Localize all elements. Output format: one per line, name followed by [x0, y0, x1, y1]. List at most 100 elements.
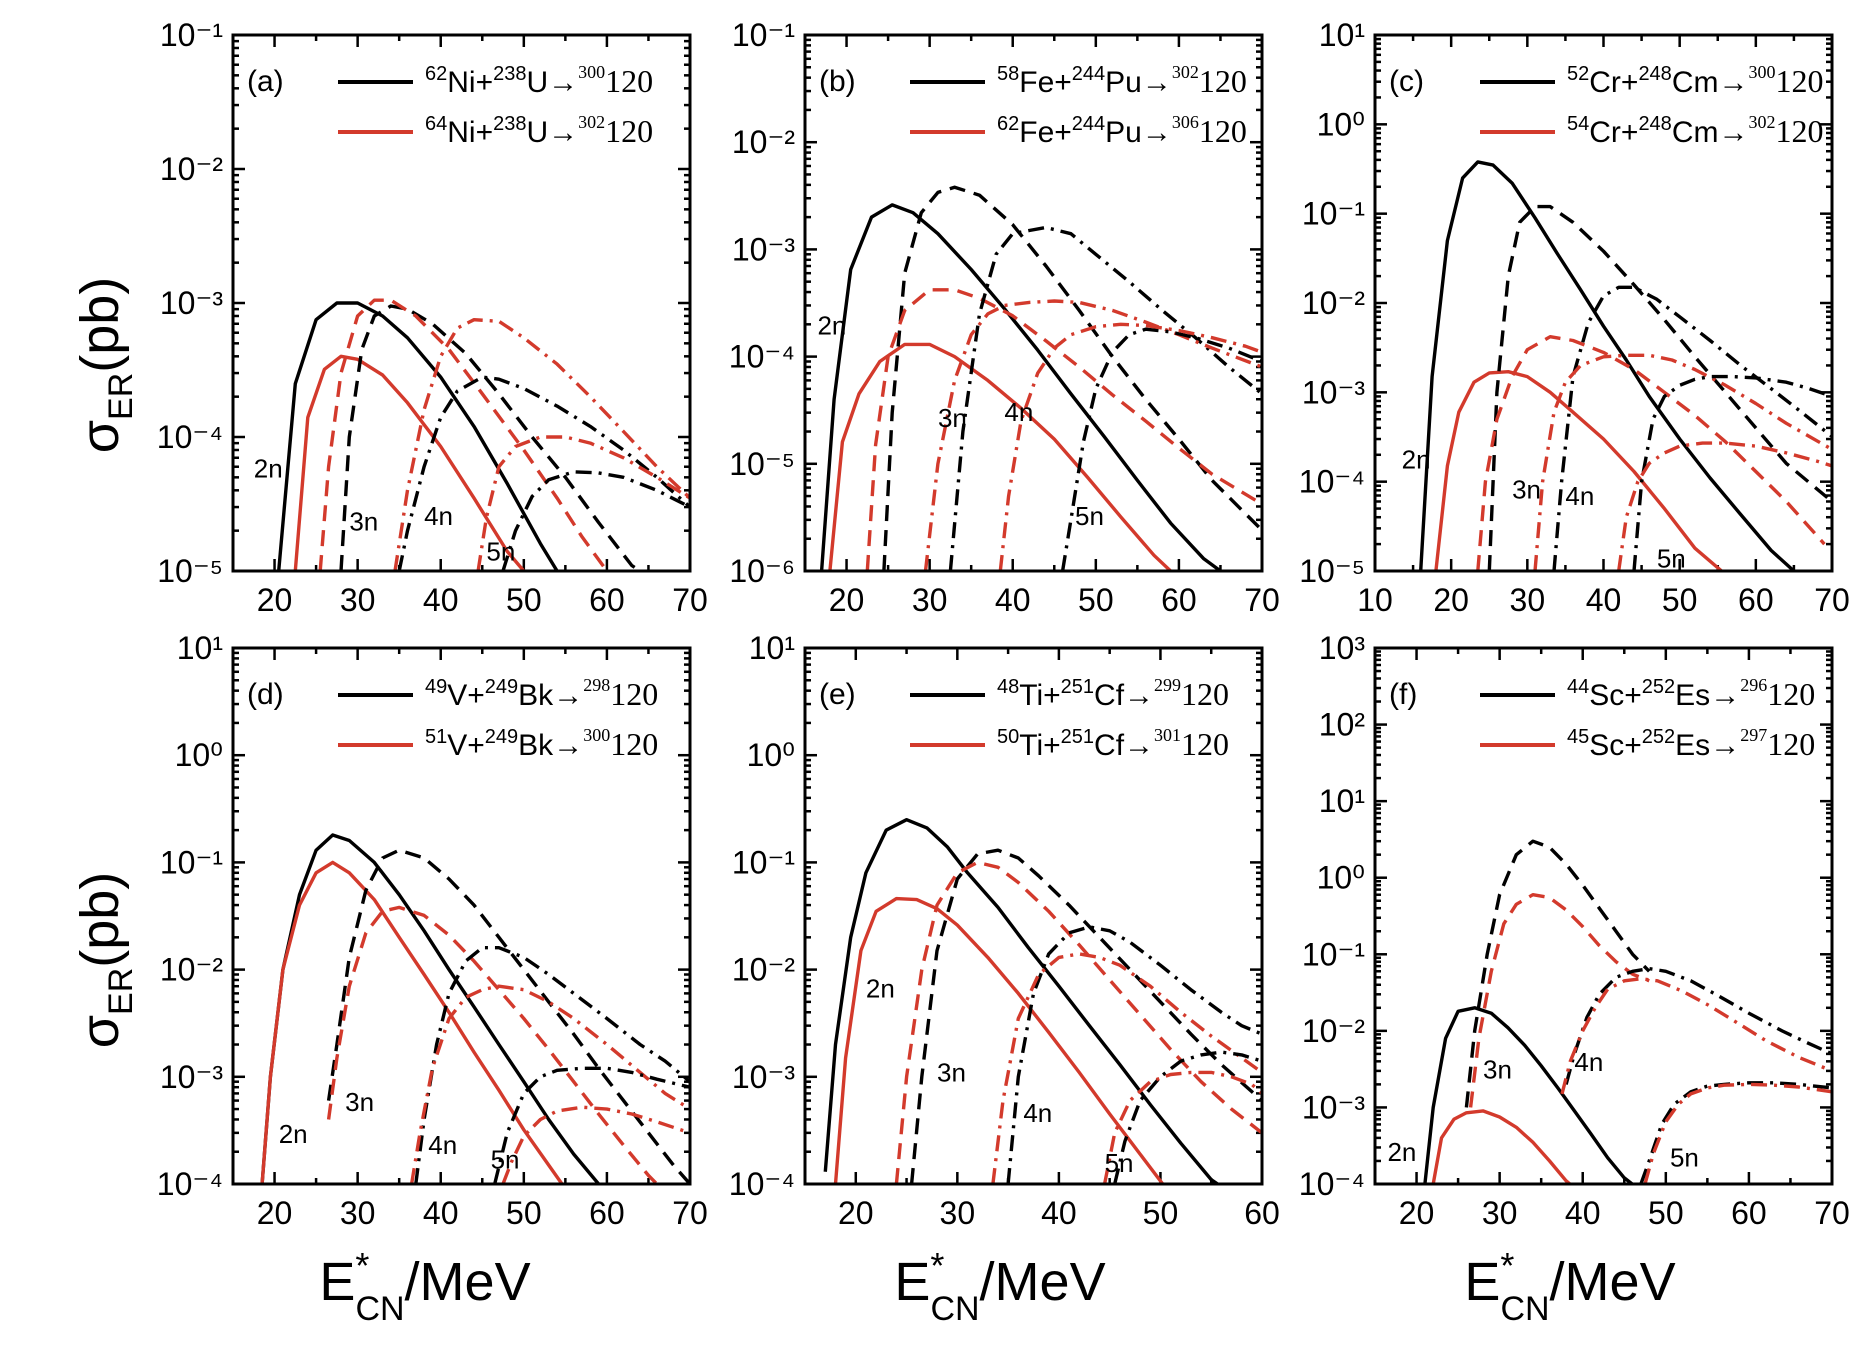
- y-tick-label: 10³: [1319, 630, 1366, 666]
- channel-label: 2n: [1387, 1137, 1416, 1167]
- channel-label: 3n: [938, 403, 967, 433]
- y-tick-label: 10⁻⁶: [729, 553, 795, 589]
- x-tick-label: 60: [1244, 1195, 1280, 1231]
- series-line-5n-black: [1113, 1050, 1262, 1184]
- panel-f: 20 30 40 50 60 70 10⁻⁴ 10⁻³ 10⁻² 10⁻¹ 10⁰ 10¹ 10² 10³…: [1299, 630, 1850, 1231]
- y-tick-label: 10⁻⁴: [729, 339, 795, 375]
- series-line-2n-black: [1419, 160, 1796, 571]
- x-tick-label: 30: [1482, 1195, 1518, 1231]
- y-tick-label: 10⁻³: [1302, 374, 1365, 410]
- x-tick-label: 30: [912, 582, 948, 618]
- series-line-4n-black: [1006, 925, 1262, 1184]
- y-tick-label: 10⁻²: [1302, 285, 1365, 321]
- x-tick-label: 50: [1662, 582, 1698, 618]
- channel-label: 4n: [424, 501, 453, 531]
- channel-label: 2n: [279, 1119, 308, 1149]
- y-tick-label: 10⁻³: [1302, 1089, 1365, 1125]
- channel-label: 4n: [1023, 1098, 1052, 1128]
- panel-tag: (f): [1389, 678, 1417, 711]
- legend-entry: 58Fe+244Pu→302120: [997, 62, 1247, 99]
- series-line-4n-red: [393, 318, 690, 571]
- y-tick-label: 10⁰: [1317, 106, 1365, 142]
- channel-label: 5n: [1105, 1148, 1134, 1178]
- y-tick-label: 10⁰: [1317, 860, 1365, 896]
- y-tick-label: 10⁻²: [160, 151, 223, 187]
- y-tick-label: 10⁻⁴: [157, 1166, 223, 1202]
- legend-entry: 62Fe+244Pu→306120: [997, 112, 1247, 149]
- series-line-2n-red: [260, 860, 565, 1184]
- legend-entry: 54Cr+248Cm→302120: [1567, 112, 1823, 149]
- y-tick-label: 10⁻²: [160, 952, 223, 988]
- y-tick-label: 10⁻¹: [732, 844, 795, 880]
- panels: 20 30 40 50 60 70 10⁻⁵ 10⁻⁴ 10⁻³ 10⁻² 10⁻¹ (a) 2n 3n 4…: [157, 17, 1850, 1231]
- series-line-4n-black: [1552, 285, 1832, 571]
- series-line-5n-black: [1639, 1081, 1832, 1184]
- channel-label: 5n: [1075, 501, 1104, 531]
- series-line-4n-red: [409, 984, 690, 1184]
- y-tick-label: 10¹: [1319, 17, 1365, 53]
- x-tick-label: 20: [829, 582, 865, 618]
- series-line-5n-red: [1102, 1070, 1262, 1184]
- channel-label: 3n: [349, 507, 378, 537]
- series-line-3n-black: [339, 304, 642, 571]
- series-line-3n-black: [326, 848, 690, 1184]
- panel-e: 20 30 40 50 60 10⁻⁴ 10⁻³ 10⁻² 10⁻¹ 10⁰ 10¹ (e) 2n 3n 4…: [729, 630, 1280, 1231]
- y-label-unit: (pb): [70, 872, 130, 968]
- x-tick-label: 20: [257, 1195, 293, 1231]
- x-tick-label: 30: [340, 1195, 376, 1231]
- series-line-3n-red: [318, 298, 609, 571]
- series-line-4n-red: [1560, 977, 1832, 1095]
- y-axis-label-bottom: σER(pb): [70, 872, 140, 1049]
- y-label-main: σ: [70, 420, 130, 453]
- y-tick-label: 10⁻¹: [160, 17, 223, 53]
- y-tick-label: 10⁻³: [732, 1059, 795, 1095]
- legend-entry: 44Sc+252Es→296120: [1567, 675, 1815, 712]
- y-label-main: σ: [70, 1015, 130, 1048]
- panel-tag: (e): [819, 678, 856, 711]
- channel-label: 2n: [817, 311, 846, 341]
- panel-d: 20 30 40 50 60 70 10⁻⁴ 10⁻³ 10⁻² 10⁻¹ 10⁰ 10¹ (d) 2n 3…: [157, 630, 708, 1231]
- channel-label: 4n: [1565, 481, 1594, 511]
- plot-frame: [231, 33, 692, 573]
- series-line-5n-black: [501, 470, 690, 571]
- series-line-2n-red: [293, 354, 526, 571]
- series-group: [277, 298, 690, 571]
- series-line-2n-black: [819, 203, 1222, 571]
- plot-frame: [803, 646, 1264, 1186]
- series-line-5n-black: [1632, 374, 1832, 571]
- y-tick-label: 10⁻⁴: [729, 1166, 795, 1202]
- x-tick-label: 40: [1586, 582, 1622, 618]
- series-line-2n-red: [1431, 1109, 1573, 1184]
- series-group: [260, 833, 690, 1184]
- x-tick-label: 70: [1814, 1195, 1850, 1231]
- y-tick-label: 10⁻³: [732, 231, 795, 267]
- y-tick-label: 10¹: [177, 630, 223, 666]
- series-line-4n-red: [1533, 353, 1832, 571]
- series-line-3n-black: [882, 185, 1262, 571]
- x-tick-label: 60: [1738, 582, 1774, 618]
- series-line-2n-black: [1423, 1006, 1635, 1184]
- x-tick-label: 50: [1078, 582, 1114, 618]
- x-tick-label: 30: [940, 1195, 976, 1231]
- y-tick-label: 10⁻²: [732, 124, 795, 160]
- y-tick-label: 10¹: [1319, 783, 1365, 819]
- series-line-3n-black: [1487, 204, 1832, 571]
- y-tick-label: 10⁰: [175, 737, 223, 773]
- series-group: [1419, 160, 1832, 571]
- legend-entry: 62Ni+238U→300120: [425, 62, 653, 99]
- series-line-3n-red: [865, 288, 1262, 571]
- series-line-4n-black: [948, 225, 1262, 571]
- series-line-5n-black: [1060, 327, 1262, 571]
- channel-label: 3n: [345, 1087, 374, 1117]
- panel-tag: (d): [247, 678, 284, 711]
- plot-frame: [803, 33, 1264, 573]
- channel-label: 5n: [1657, 543, 1686, 573]
- channel-label: 2n: [254, 453, 283, 483]
- legend-entry: 52Cr+248Cm→300120: [1567, 62, 1823, 99]
- x-axis-label-d: E* CN/MeV: [319, 1245, 530, 1328]
- series-line-3n-black: [1464, 839, 1651, 1108]
- series-line-3n-red: [894, 860, 1262, 1184]
- panel-a: 20 30 40 50 60 70 10⁻⁵ 10⁻⁴ 10⁻³ 10⁻² 10⁻¹ (a) 2n 3n 4…: [157, 17, 708, 618]
- x-tick-label: 70: [672, 1195, 708, 1231]
- x-tick-label: 20: [1399, 1195, 1435, 1231]
